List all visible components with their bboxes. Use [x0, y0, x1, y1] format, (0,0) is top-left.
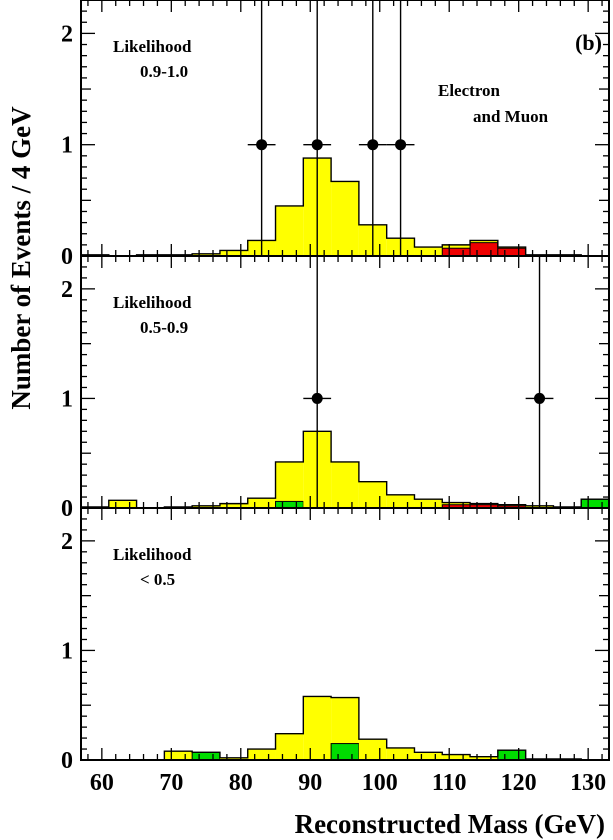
- panel-title-line2: 0.9-1.0: [140, 62, 188, 81]
- histogram-outline: [81, 695, 609, 760]
- x-tick-label: 80: [229, 770, 253, 796]
- x-tick-label: 100: [362, 770, 398, 796]
- data-point: [367, 139, 379, 151]
- yellow-bin: [275, 205, 304, 256]
- yellow-bin: [414, 247, 443, 256]
- y-tick-label: 2: [61, 277, 73, 303]
- yellow-bin: [414, 752, 443, 760]
- x-tick-label: 60: [90, 770, 114, 796]
- annotation-line2: and Muon: [473, 107, 549, 126]
- green-bin: [330, 743, 360, 760]
- y-axis-title: Number of Events / 4 GeV: [6, 106, 36, 410]
- data-point: [395, 139, 407, 151]
- x-tick-label: 110: [432, 770, 467, 796]
- data-point: [534, 392, 546, 404]
- y-tick-label: 1: [61, 638, 73, 664]
- y-tick-label: 0: [61, 244, 73, 270]
- x-tick-label: 90: [298, 770, 322, 796]
- annotation-line1: Electron: [438, 81, 501, 100]
- panel-3: 0 1 2 Likelihood < 0.5: [61, 507, 610, 774]
- panel-title-line1: Likelihood: [113, 293, 192, 312]
- green-bin: [580, 498, 609, 508]
- yellow-bin: [358, 481, 387, 508]
- figure-label: (b): [575, 30, 602, 55]
- plot-area: [81, 695, 609, 760]
- yellow-bin: [192, 253, 220, 256]
- yellow-bin: [219, 250, 248, 256]
- yellow-bin: [247, 749, 276, 760]
- yellow-bin: [386, 747, 415, 760]
- yellow-bin: [331, 181, 359, 256]
- yellow-bin: [470, 756, 498, 760]
- x-tick-label: 130: [570, 770, 606, 796]
- red-bin: [497, 247, 527, 256]
- x-tick-label: 120: [501, 770, 537, 796]
- panel-1: 0 1 2 Likelihood 0.9-1.0 Electron and Muon: [61, 0, 610, 270]
- y-tick-label: 1: [61, 133, 73, 159]
- panels-group: 0 1 2 Likelihood 0.9-1.0 Electron and Muon 0 1 2 L…: [61, 0, 610, 796]
- panel-title-line1: Likelihood: [113, 37, 192, 56]
- x-axis-title: Reconstructed Mass (GeV): [295, 809, 605, 839]
- panel-title-line2: 0.5-0.9: [140, 318, 188, 337]
- yellow-bin: [442, 754, 471, 760]
- data-point: [256, 139, 268, 151]
- panel-title-line2: < 0.5: [140, 570, 175, 589]
- yellow-bin: [219, 503, 248, 508]
- red-bin: [441, 247, 471, 256]
- yellow-bin: [108, 500, 137, 508]
- yellow-bin: [358, 739, 387, 760]
- yellow-bin: [247, 498, 276, 508]
- yellow-bin: [331, 461, 359, 508]
- panel-frame: [80, 507, 610, 761]
- y-tick-label: 2: [61, 21, 73, 47]
- green-bin: [497, 749, 527, 760]
- plot-area: [81, 0, 609, 256]
- yellow-bin: [275, 461, 304, 508]
- y-tick-label: 1: [61, 386, 73, 412]
- panel-2: 0 1 2 Likelihood 0.5-0.9: [61, 255, 610, 522]
- axes-text-group: Reconstructed Mass (GeV) Number of Event…: [6, 30, 605, 839]
- yellow-bin: [386, 494, 415, 508]
- y-tick-label: 0: [61, 748, 73, 774]
- data-point: [311, 139, 323, 151]
- panel-title-line1: Likelihood: [113, 545, 192, 564]
- red-bin: [469, 242, 499, 256]
- green-bin: [191, 751, 221, 760]
- yellow-bin: [192, 505, 220, 508]
- yellow-bin: [414, 499, 443, 508]
- data-point: [311, 392, 323, 404]
- histogram-outline: [81, 157, 609, 256]
- plot-area: [81, 256, 609, 508]
- yellow-bin: [303, 696, 332, 760]
- yellow-bin: [164, 751, 193, 760]
- y-tick-label: 2: [61, 529, 73, 555]
- x-tick-label: 70: [159, 770, 183, 796]
- y-tick-label: 0: [61, 496, 73, 522]
- yellow-bin: [275, 733, 304, 760]
- yellow-bin: [219, 757, 248, 760]
